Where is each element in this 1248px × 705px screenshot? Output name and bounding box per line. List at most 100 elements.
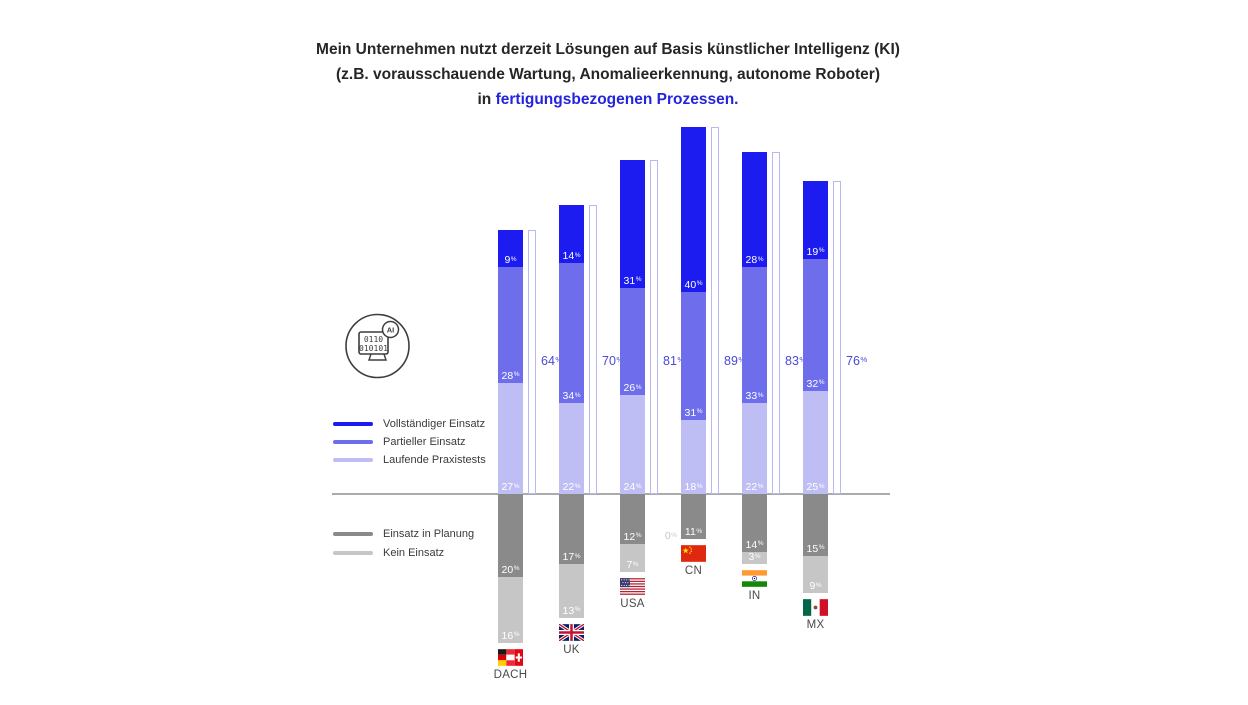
legend-item-partiell: Partieller Einsatz <box>333 433 486 451</box>
legend-above: Vollständiger Einsatz Partieller Einsatz L… <box>333 415 486 469</box>
chart-title-line3-highlight: fertigungsbezogenen Prozessen. <box>495 91 739 108</box>
bar-above-in: 28% 33% 22% <box>742 151 767 494</box>
segment-value-label: 22% <box>562 481 581 493</box>
segment-in: 14% <box>742 494 767 552</box>
segment-value-label: 20% <box>501 563 520 576</box>
chart-title: Mein Unternehmen nutzt derzeit Lösungen … <box>0 37 1216 112</box>
segment-cn: 40% <box>681 126 706 292</box>
segment-mx: 32% <box>803 258 828 391</box>
segment-value-label: 25% <box>806 481 825 493</box>
segment-value-label: 32% <box>806 377 825 390</box>
legend-label-partiell: Partieller Einsatz <box>383 436 466 448</box>
segment-value-label: 28% <box>745 254 764 267</box>
legend-swatch-voll <box>333 422 373 426</box>
country-label-cn: CN <box>684 565 703 578</box>
bar-above-dach: 9% 28% 27% <box>498 230 523 494</box>
bar-below-cn: 11% <box>681 494 706 540</box>
segment-value-label: 28% <box>501 369 520 382</box>
country-label-dach: DACH <box>493 668 528 681</box>
segment-cn: 18% <box>681 419 706 494</box>
segment-dach: 28% <box>498 267 523 383</box>
total-value-label: 64% <box>541 353 562 368</box>
segment-value-label: 26% <box>623 382 642 394</box>
segment-usa: 24% <box>620 395 645 494</box>
country-label-in: IN <box>748 590 761 603</box>
segment-value-label: 7% <box>626 559 639 572</box>
total-value-label: 81% <box>663 353 684 368</box>
legend-swatch-partiell <box>333 440 373 444</box>
total-bracket-dach <box>528 230 536 494</box>
legend-swatch-planung <box>333 531 373 536</box>
binary-row1: 0110 <box>364 335 383 344</box>
ai-badge-circle <box>381 320 400 339</box>
total-bracket-in <box>772 151 780 494</box>
segment-value-label: 15% <box>806 542 825 555</box>
total-bracket-usa <box>650 159 658 494</box>
segment-in: 22% <box>742 403 767 494</box>
flag-uk <box>559 623 584 641</box>
segment-in: 3% <box>742 551 767 565</box>
bar-above-cn: 40% 31% 18% <box>681 126 706 494</box>
ai-monitor-icon: 0110 010101 AI <box>345 313 410 379</box>
segment-value-label: 22% <box>745 481 764 493</box>
legend-below: Einsatz in Planung Kein Einsatz <box>333 524 474 562</box>
flag-in <box>742 570 767 587</box>
legend-item-laufend: Laufende Praxistests <box>333 451 486 469</box>
bar-below-in: 14% 3% <box>742 494 767 565</box>
binary-row2: 010101 <box>359 344 388 353</box>
total-value-label: 89% <box>724 353 745 368</box>
legend-item-kein: Kein Einsatz <box>333 543 474 562</box>
legend-item-voll: Vollständiger Einsatz <box>333 415 486 433</box>
segment-value-label: 40% <box>684 278 703 291</box>
monitor-icon <box>358 331 389 355</box>
segment-value-label: 9% <box>809 580 822 592</box>
baseline-axis <box>332 493 890 495</box>
legend-label-kein: Kein Einsatz <box>383 546 445 559</box>
bar-above-usa: 31% 26% 24% <box>620 159 645 494</box>
chart-title-line3: in fertigungsbezogenen Prozessen. <box>0 87 1216 112</box>
flag-cn <box>681 545 706 563</box>
segment-usa: 26% <box>620 287 645 395</box>
segment-value-label: 11% <box>684 526 703 539</box>
segment-value-label: 31% <box>623 274 642 287</box>
zero-value-label: 0% <box>664 530 677 543</box>
legend-label-planung: Einsatz in Planung <box>383 527 475 540</box>
segment-in: 28% <box>742 151 767 268</box>
chart-title-line3-prefix: in <box>477 91 496 108</box>
flag-usa <box>620 578 645 596</box>
segment-value-label: 33% <box>745 390 764 403</box>
chart-title-line1: Mein Unternehmen nutzt derzeit Lösungen … <box>316 41 900 58</box>
bar-above-mx: 19% 32% 25% <box>803 180 828 494</box>
ai-badge-label: AI <box>387 326 395 335</box>
segment-uk: 13% <box>559 564 584 618</box>
segment-uk: 22% <box>559 403 584 494</box>
segment-value-label: 24% <box>623 481 642 493</box>
segment-value-label: 19% <box>806 245 825 258</box>
segment-value-label: 34% <box>562 390 581 403</box>
bar-below-mx: 15% 9% <box>803 494 828 593</box>
legend-swatch-kein <box>333 550 373 555</box>
segment-usa: 7% <box>620 543 645 573</box>
segment-value-label: 17% <box>562 551 581 564</box>
segment-dach: 20% <box>498 494 523 577</box>
total-value-label: 83% <box>785 353 806 368</box>
segment-cn: 31% <box>681 291 706 420</box>
legend-label-voll: Vollständiger Einsatz <box>383 418 486 430</box>
monitor-stand-icon <box>368 353 387 361</box>
legend-swatch-laufend <box>333 458 373 462</box>
segment-value-label: 12% <box>623 530 642 543</box>
bar-below-dach: 20% 16% <box>498 494 523 643</box>
chart-title-line2: (z.B. vorausschauende Wartung, Anomaliee… <box>336 66 880 83</box>
icon-circle <box>345 313 410 379</box>
total-bracket-cn <box>711 126 719 494</box>
total-value-label: 76% <box>846 353 868 368</box>
segment-usa: 31% <box>620 159 645 288</box>
flag-mx <box>803 599 828 616</box>
segment-value-label: 3% <box>748 551 761 564</box>
segment-value-label: 31% <box>684 406 703 419</box>
segment-value-label: 16% <box>501 629 520 642</box>
segment-uk: 34% <box>559 263 584 404</box>
segment-value-label: 14% <box>562 250 581 262</box>
